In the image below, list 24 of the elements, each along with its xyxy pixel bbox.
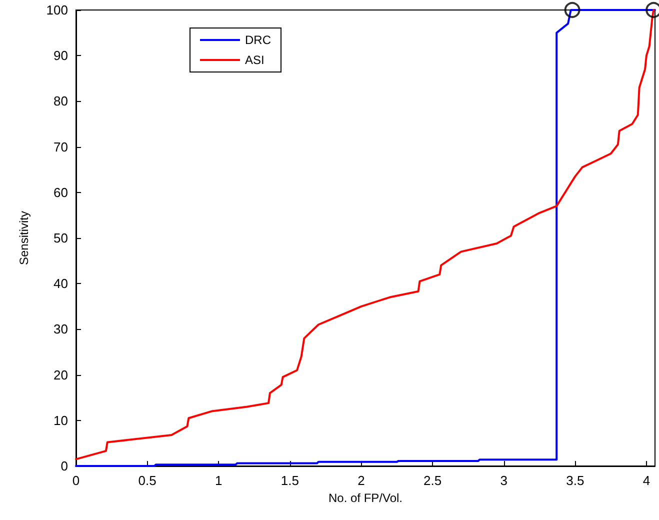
y-axis-title: Sensitivity — [17, 210, 31, 266]
y-tick-label: 100 — [46, 2, 68, 18]
x-tick-label: 2.5 — [423, 473, 442, 488]
x-tick-label: 1.5 — [280, 473, 299, 488]
legend-label: ASI — [245, 53, 264, 67]
y-tick-label: 70 — [54, 139, 68, 154]
y-tick-label: 80 — [54, 94, 68, 109]
y-tick-label: 10 — [54, 412, 68, 428]
y-tick-label: 90 — [54, 48, 68, 64]
y-tick-label: 40 — [54, 276, 68, 292]
x-tick-label: 1 — [214, 473, 222, 488]
x-tick-label: 0.5 — [138, 473, 156, 488]
x-tick-label: 3.5 — [566, 473, 584, 488]
y-tick-label: 30 — [54, 322, 68, 337]
y-tick-label: 20 — [54, 367, 68, 382]
x-tick-label: 0 — [72, 473, 80, 488]
x-tick-label: 2 — [358, 473, 365, 488]
x-axis-title: No. of FP/Vol. — [328, 490, 403, 505]
y-tick-label: 0 — [60, 458, 68, 474]
y-tick-label: 60 — [54, 184, 68, 200]
x-tick-label: 3 — [500, 473, 508, 488]
y-tick-label: 50 — [54, 230, 68, 246]
x-tick-label: 4 — [642, 473, 650, 488]
legend-label: DRC — [245, 33, 272, 47]
